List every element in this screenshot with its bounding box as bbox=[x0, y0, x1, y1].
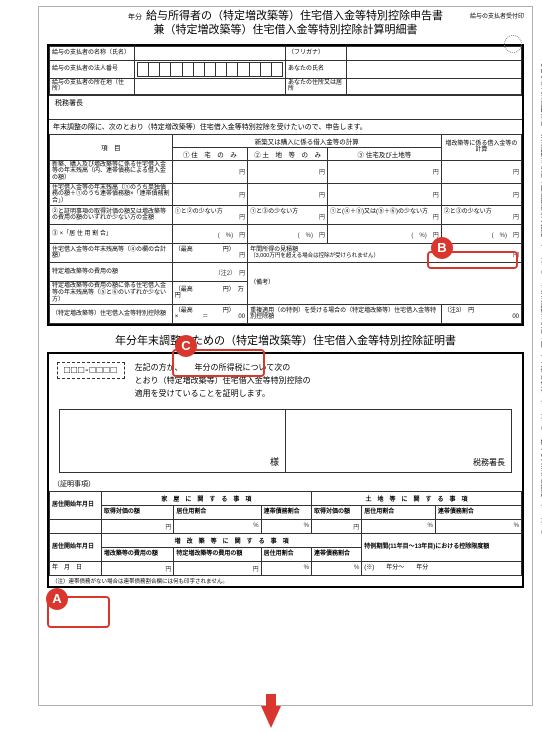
r2: 住宅借入金等の年末残高（①のうち単独債務の額＋①のうち連帯債務額×「連帯債務割合… bbox=[50, 183, 173, 206]
col-item: 項 目 bbox=[50, 134, 173, 160]
col-c3: ③ 住宅及び土地等 bbox=[328, 147, 442, 160]
r1: 新築、購入及び増改築等に係る住宅借入金等の年末残高（内、連帯債務による借入金の額… bbox=[50, 160, 173, 183]
sama: 様 bbox=[270, 455, 279, 468]
title-1: 給与所得者の（特定増改築等）住宅借入金等特別控除申告書 bbox=[146, 10, 443, 22]
badge-a: A bbox=[46, 588, 68, 610]
col-c2: ② 土 地 等 の み bbox=[248, 147, 328, 160]
cert-3: 適用を受けていることを証明します。 bbox=[135, 388, 311, 401]
notice: 年末調整の際に、次のとおり（特定増改築等）住宅借入金等特別控除を受けたいので、申… bbox=[49, 119, 522, 134]
you-furi: （フリガナ） bbox=[285, 46, 346, 60]
down-arrow bbox=[261, 706, 281, 728]
b-period: 特例期間(11年目〜13年目)における控除限度額 bbox=[362, 533, 522, 561]
emp-addr-val bbox=[134, 78, 285, 94]
col-calc: 新築又は購入に係る借入金等の計算 bbox=[172, 134, 441, 147]
emp-name-val bbox=[134, 46, 285, 60]
tax-sig: 税務署長 bbox=[55, 100, 83, 107]
you-name-val bbox=[347, 46, 522, 60]
stamp-circle bbox=[504, 35, 522, 53]
b-house: 家 屋 に 関 す る 事 項 bbox=[101, 491, 311, 505]
r4: ③ ×「居 住 用 割 合」 bbox=[50, 225, 173, 244]
emp-addr-lbl: 給与の支払者の所在地（住所） bbox=[50, 78, 135, 94]
b-start: 居住開始年月日 bbox=[50, 491, 102, 519]
badge-b: B bbox=[431, 237, 453, 259]
r6: 特定増改築等の費用の額 bbox=[50, 263, 173, 282]
emp-name-lbl: 給与の支払者の名称（氏名） bbox=[50, 46, 135, 60]
side-note-right: この申告書及び証明書は、年末調整を受ける際に勤務先へ提出してください。※年末調整… bbox=[533, 55, 542, 543]
you-name-v2 bbox=[347, 60, 522, 78]
r7: 特定増改築等の費用の額に係る住宅借入金等の年末残高等（⑤と⑥のいずれか少ない方） bbox=[50, 282, 173, 305]
cert-items-hdr: （証明事項） bbox=[49, 477, 522, 491]
year-label-2: 年分 bbox=[115, 335, 137, 347]
r3: ②と証明事項の取得対価の額又は増改築等の費用の額のいずれか少ない方の金額 bbox=[50, 206, 173, 225]
bottom-note: （注）連帯債務がない場合は連帯債務割合欄には何も印字されません。 bbox=[49, 576, 522, 586]
col-c1: ① 住 宅 の み bbox=[172, 147, 247, 160]
b-imp: 増 改 築 等 に 関 す る 事 項 bbox=[101, 533, 361, 547]
b-land: 土 地 等 に 関 す る 事 項 bbox=[311, 491, 521, 505]
you-addr-lbl: あなたの住所又は居所 bbox=[285, 78, 346, 94]
you-addr-val bbox=[347, 78, 522, 94]
emp-corp-val bbox=[134, 60, 285, 78]
emp-corp-lbl: 給与の支払者の法人番号 bbox=[50, 60, 135, 78]
title-2: 兼（特定増改築等）住宅借入金等特別控除計算明細書 bbox=[154, 24, 418, 36]
col-c4: 増改築等に係る借入金等の計算 bbox=[441, 134, 521, 160]
stamp-label: 給与の支払者受付印 bbox=[470, 11, 524, 20]
postal-box: □□□-□□□□ bbox=[57, 362, 125, 379]
year-label: 年分 bbox=[128, 14, 142, 21]
badge-c: C bbox=[175, 335, 197, 357]
r5: 住宅借入金等の年末残高等（④の欄の合計額） bbox=[50, 244, 173, 263]
r8: （特定増改築等）住宅借入金等特別控除額 bbox=[50, 305, 173, 324]
tax-sig-2: 税務署長 bbox=[473, 457, 505, 468]
you-name-lbl: あなたの氏名 bbox=[285, 60, 346, 78]
b-start-2: 居住開始年月日 bbox=[50, 533, 102, 561]
